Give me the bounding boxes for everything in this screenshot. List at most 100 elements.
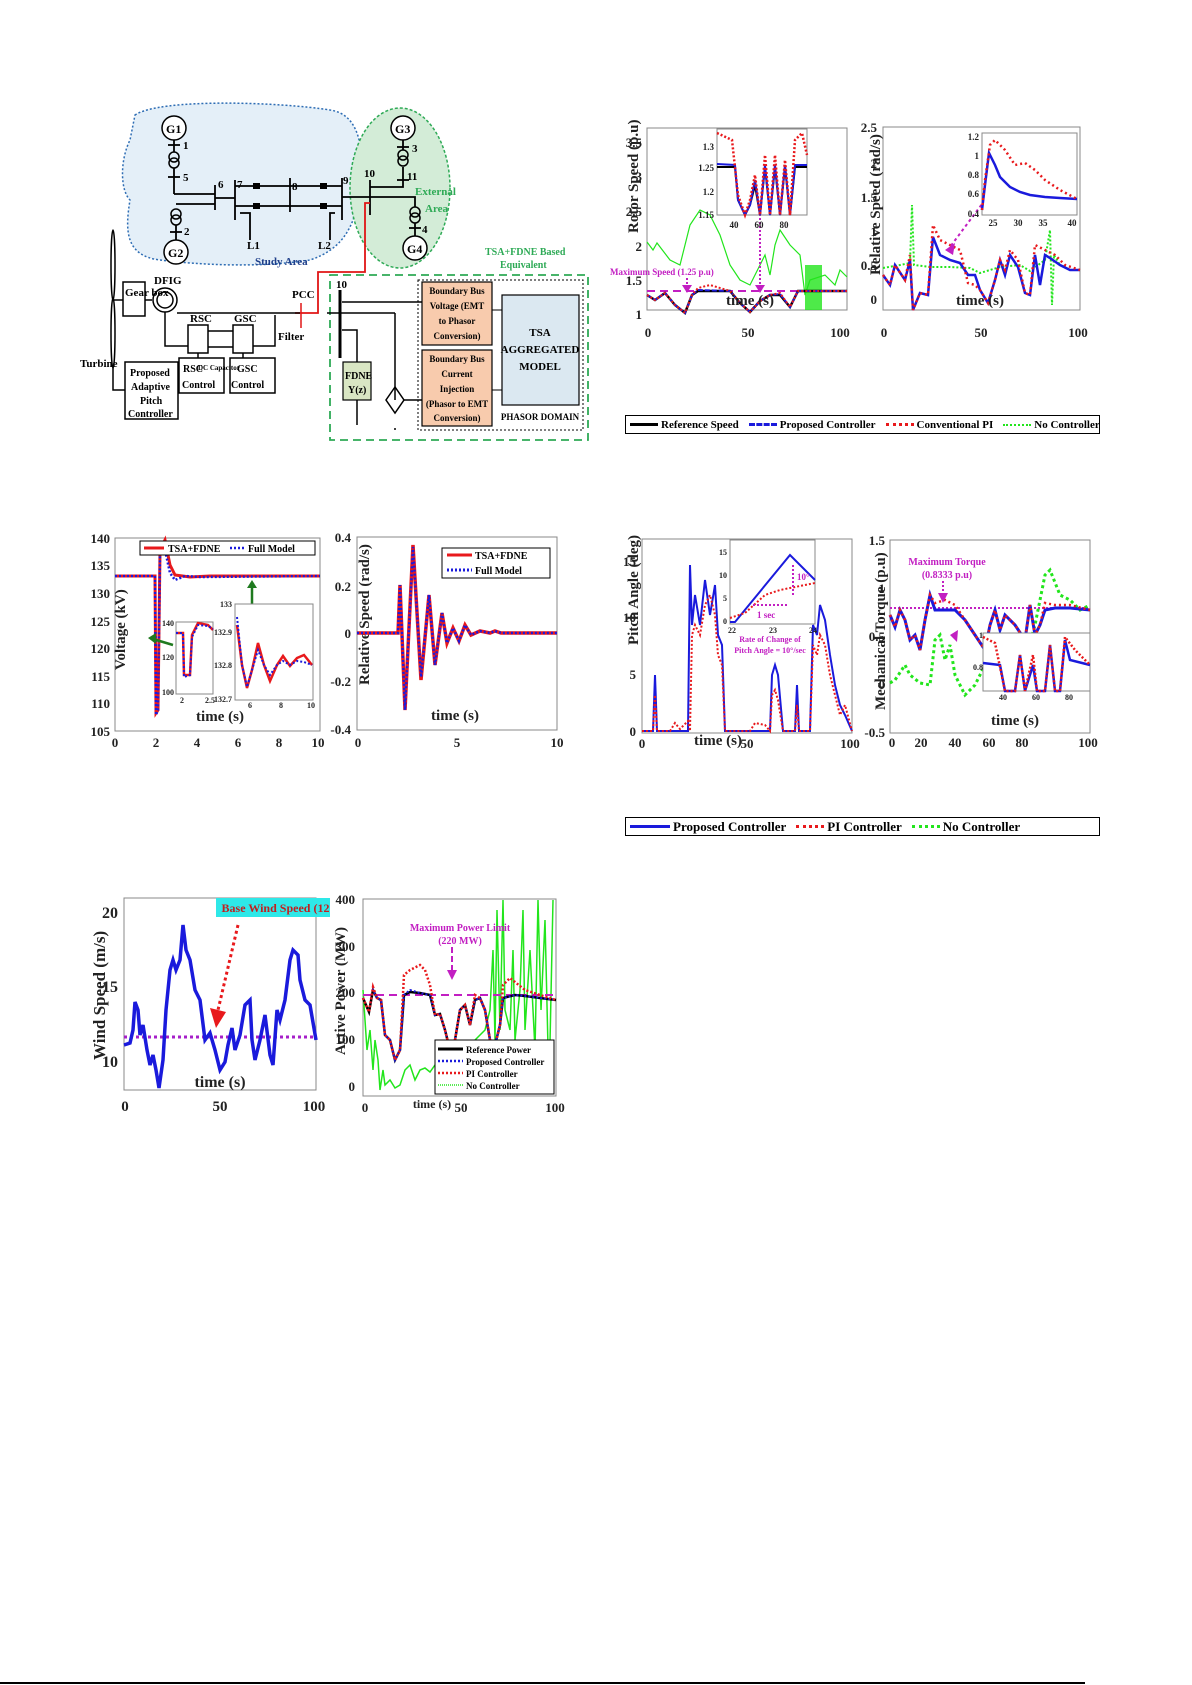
svg-text:2.5: 2.5 <box>861 120 878 135</box>
svg-text:Conversion): Conversion) <box>434 331 481 341</box>
chart-relative-speed-1: 2.5 2 1.5 1 0.5 0 0 50 100 Relative Speed (rad/… <box>850 115 1100 350</box>
svg-text:Proposed: Proposed <box>130 368 170 379</box>
svg-text:1: 1 <box>636 307 643 322</box>
svg-text:TSA+FDNE: TSA+FDNE <box>168 544 221 555</box>
svg-text:0: 0 <box>881 325 888 340</box>
svg-text:23: 23 <box>769 626 777 635</box>
svg-text:DC Capacitor: DC Capacitor <box>198 364 240 372</box>
svg-text:8: 8 <box>276 735 283 750</box>
svg-text:Pitch: Pitch <box>140 396 163 407</box>
external-area-region <box>349 107 451 269</box>
svg-text:TSA+FDNE: TSA+FDNE <box>475 551 528 562</box>
svg-text:External: External <box>415 186 456 198</box>
svg-text:1: 1 <box>979 631 983 640</box>
svg-text:0.5: 0.5 <box>869 629 886 644</box>
svg-text:PHASOR DOMAIN: PHASOR DOMAIN <box>501 412 580 422</box>
chart-pitch-angle: 15 10 5 0 0 50 100 Pitch Angle (deg) time (s)… <box>620 525 860 760</box>
svg-text:132.9: 132.9 <box>214 628 232 637</box>
svg-text:GSC: GSC <box>234 313 257 325</box>
svg-text:Equivalent: Equivalent <box>500 260 547 271</box>
svg-text:FDNE: FDNE <box>345 371 373 382</box>
svg-text:130: 130 <box>91 586 111 601</box>
svg-text:0: 0 <box>355 735 362 750</box>
svg-text:6: 6 <box>235 735 242 750</box>
svg-text:Y(z): Y(z) <box>348 385 366 396</box>
svg-text:1.25: 1.25 <box>698 163 714 173</box>
svg-text:Mechanical Torque (p.u): Mechanical Torque (p.u) <box>873 552 889 710</box>
svg-text:140: 140 <box>162 619 174 628</box>
svg-text:Base Wind Speed (12 m/s): Base Wind Speed (12 m/s) <box>222 901 330 915</box>
svg-text:2: 2 <box>871 156 878 171</box>
svg-text:G4: G4 <box>407 242 422 256</box>
svg-text:Rate of Change of: Rate of Change of <box>739 635 801 644</box>
svg-text:7: 7 <box>237 179 243 191</box>
svg-text:50: 50 <box>213 1099 228 1115</box>
svg-text:1.5: 1.5 <box>861 190 878 205</box>
svg-text:2: 2 <box>180 696 184 705</box>
svg-text:40: 40 <box>949 735 962 750</box>
svg-text:to Phasor: to Phasor <box>439 316 476 326</box>
svg-text:0: 0 <box>889 735 896 750</box>
svg-text:time (s): time (s) <box>991 713 1039 729</box>
svg-text:10: 10 <box>102 1054 118 1071</box>
svg-text:time (s): time (s) <box>956 293 1004 309</box>
svg-text:G2: G2 <box>168 246 183 260</box>
svg-text:110: 110 <box>91 696 110 711</box>
svg-text:5: 5 <box>183 172 189 184</box>
svg-text:-0.4: -0.4 <box>330 722 351 737</box>
svg-text:0: 0 <box>349 1079 356 1094</box>
svg-text:125: 125 <box>91 614 111 629</box>
svg-text:0: 0 <box>879 677 886 692</box>
chart-active-power: 400 300 200 100 0 0 50 100 Active Power (MW) M… <box>325 890 565 1120</box>
svg-text:GSC: GSC <box>237 364 258 375</box>
svg-text:0.4: 0.4 <box>968 209 980 219</box>
svg-text:40: 40 <box>730 220 740 230</box>
svg-text:6: 6 <box>218 179 224 191</box>
svg-text:133: 133 <box>220 600 232 609</box>
svg-text:50: 50 <box>975 325 988 340</box>
svg-text:0.4: 0.4 <box>335 530 352 545</box>
svg-text:1.5: 1.5 <box>869 533 886 548</box>
svg-text:Conversion): Conversion) <box>434 413 481 423</box>
svg-text:8: 8 <box>292 181 298 193</box>
svg-text:120: 120 <box>91 641 111 656</box>
svg-text:Gear box: Gear box <box>125 287 169 299</box>
system-diagram: G1 G2 G3 G4 1 5 2 6 7 <box>80 100 600 450</box>
svg-text:Proposed Controller: Proposed Controller <box>466 1057 544 1067</box>
svg-text:1.2: 1.2 <box>968 132 980 142</box>
svg-text:0: 0 <box>362 1100 369 1115</box>
svg-text:L1: L1 <box>247 240 260 252</box>
svg-text:100: 100 <box>1068 325 1088 340</box>
svg-text:0: 0 <box>871 292 878 307</box>
chart-relative-speed-2: 0.4 0.2 0 -0.2 -0.4 0 5 10 Relative Speed (rad… <box>325 525 565 750</box>
svg-text:10: 10 <box>623 610 636 625</box>
svg-text:50: 50 <box>741 736 754 751</box>
svg-text:Boundary Bus: Boundary Bus <box>429 286 485 296</box>
svg-text:Pitch Angle (deg): Pitch Angle (deg) <box>626 535 642 645</box>
svg-text:time (s): time (s) <box>413 1097 451 1111</box>
svg-text:(220 MW): (220 MW) <box>438 936 482 947</box>
svg-text:0.8: 0.8 <box>973 663 983 672</box>
svg-text:RSC: RSC <box>190 313 212 325</box>
svg-text:1 sec: 1 sec <box>757 610 775 620</box>
svg-text:2: 2 <box>184 226 190 238</box>
svg-text:-0.2: -0.2 <box>330 674 351 689</box>
svg-text:Current: Current <box>441 369 472 379</box>
svg-text:9: 9 <box>343 175 349 187</box>
svg-text:60: 60 <box>755 220 765 230</box>
svg-text:Voltage (kV): Voltage (kV) <box>113 589 129 670</box>
svg-text:11: 11 <box>407 171 417 183</box>
svg-text:1.3: 1.3 <box>703 142 715 152</box>
svg-text:Full Model: Full Model <box>248 544 295 555</box>
svg-text:50: 50 <box>742 325 755 340</box>
svg-text:time (s): time (s) <box>431 708 479 724</box>
svg-text:100: 100 <box>545 1100 565 1115</box>
svg-text:0.2: 0.2 <box>335 579 351 594</box>
svg-text:Adaptive: Adaptive <box>131 382 170 393</box>
svg-text:2.5: 2.5 <box>626 204 643 219</box>
svg-text:60: 60 <box>983 735 996 750</box>
svg-text:15: 15 <box>102 979 118 996</box>
svg-text:0.5: 0.5 <box>861 258 878 273</box>
svg-text:Voltage (EMT: Voltage (EMT <box>430 301 484 311</box>
svg-text:Maximum Power Limit: Maximum Power Limit <box>410 923 511 934</box>
